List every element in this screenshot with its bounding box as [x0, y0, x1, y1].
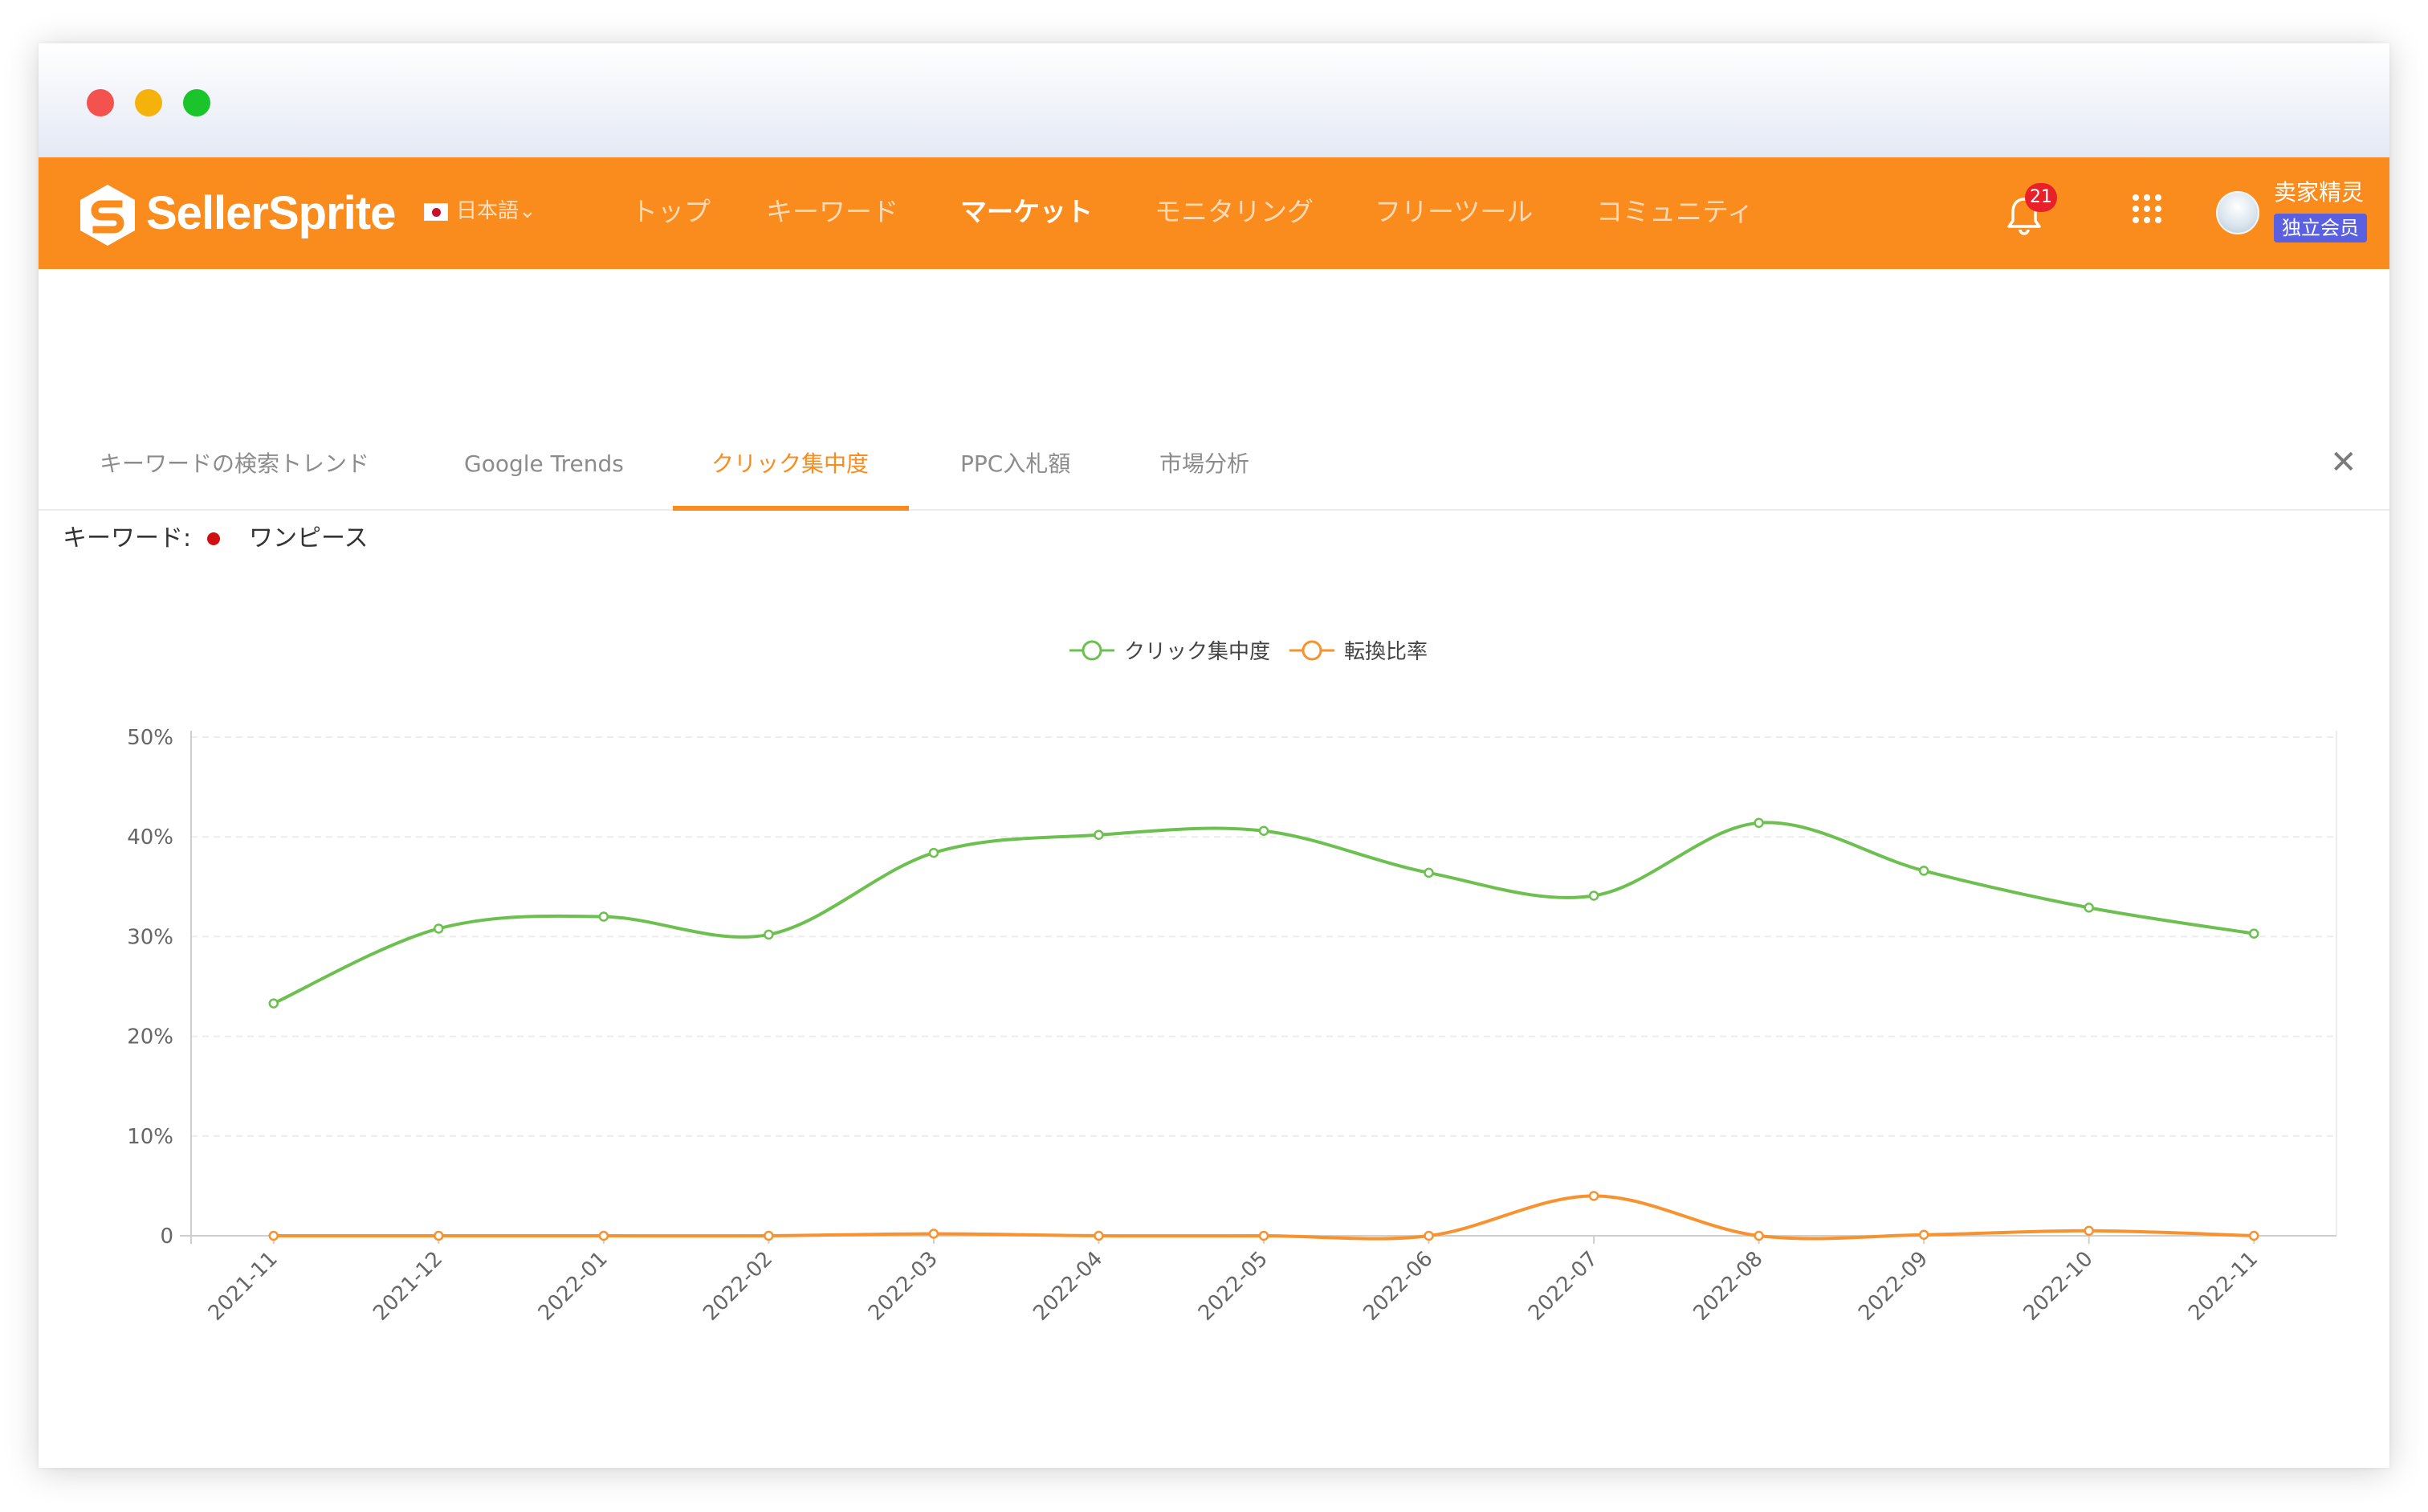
- data-point: [1424, 867, 1434, 878]
- member-badge: 独立会员: [2274, 214, 2367, 242]
- x-tick-label: 2022-09: [1854, 1247, 1933, 1326]
- minimize-window-button[interactable]: [135, 89, 162, 116]
- top-navbar: SellerSprite 日本語⌄ トップ キーワード マーケット モニタリング…: [39, 157, 2389, 269]
- japan-flag-icon: [424, 203, 448, 221]
- apps-grid-icon[interactable]: [2133, 194, 2161, 223]
- analysis-tabs: キーワードの検索トレンド Google Trends クリック集中度 PPC入札…: [39, 393, 2389, 511]
- x-tick-label: 2022-10: [2019, 1247, 2098, 1326]
- x-tick-label: 2022-02: [699, 1247, 777, 1326]
- legend-marker-0: [1082, 640, 1102, 661]
- data-point: [1754, 1230, 1764, 1241]
- x-tick-label: 2022-01: [534, 1247, 613, 1326]
- data-point: [764, 1230, 774, 1241]
- nav-item-market[interactable]: マーケット: [960, 196, 1093, 227]
- y-tick-label: 20%: [127, 1025, 173, 1049]
- y-tick-label: 40%: [127, 825, 173, 850]
- nav-item-free-tools[interactable]: フリーツール: [1375, 196, 1534, 227]
- language-selector[interactable]: 日本語⌄: [456, 199, 536, 223]
- y-tick-label: 0: [160, 1225, 173, 1249]
- tab-ppc-bid[interactable]: PPC入札額: [960, 450, 1071, 477]
- avatar[interactable]: [2216, 191, 2259, 234]
- tab-search-trend[interactable]: キーワードの検索トレンド: [100, 450, 370, 477]
- x-tick-label: 2022-11: [2184, 1247, 2263, 1326]
- window-titlebar: [39, 43, 2389, 157]
- active-tab-indicator: [673, 506, 909, 511]
- x-tick-label: 2022-04: [1029, 1247, 1107, 1326]
- keyword-label: キーワード:: [63, 524, 192, 552]
- close-panel-button[interactable]: ✕: [2330, 444, 2357, 481]
- data-point: [1588, 890, 1599, 901]
- legend-label-0: クリック集中度: [1124, 640, 1270, 664]
- x-tick-label: 2022-06: [1359, 1247, 1437, 1326]
- data-point: [2084, 903, 2094, 913]
- data-point: [1754, 817, 1764, 829]
- data-point: [928, 847, 939, 858]
- data-point: [1424, 1230, 1434, 1241]
- data-point: [1918, 866, 1929, 876]
- nav-item-monitoring[interactable]: モニタリング: [1155, 196, 1314, 227]
- nav-item-top[interactable]: トップ: [631, 196, 711, 227]
- data-point: [764, 929, 774, 940]
- x-tick-label: 2021-12: [369, 1247, 447, 1326]
- data-point: [268, 998, 279, 1009]
- x-tick-label: 2022-03: [864, 1247, 943, 1326]
- y-tick-label: 10%: [127, 1125, 173, 1149]
- brand-name[interactable]: SellerSprite: [146, 187, 396, 239]
- sellersprite-logo-icon[interactable]: [75, 183, 140, 247]
- legend-label-1: 転換比率: [1344, 640, 1428, 664]
- tab-click-concentration[interactable]: クリック集中度: [711, 450, 870, 477]
- data-point: [928, 1229, 939, 1239]
- close-window-button[interactable]: [87, 89, 114, 116]
- keyword-color-dot: [207, 532, 220, 545]
- x-tick-label: 2022-08: [1689, 1247, 1768, 1326]
- data-point: [2248, 1230, 2259, 1241]
- data-point: [598, 911, 609, 922]
- browser-window: SellerSprite 日本語⌄ トップ キーワード マーケット モニタリング…: [39, 43, 2389, 1468]
- tab-google-trends[interactable]: Google Trends: [464, 450, 624, 477]
- data-point: [2248, 928, 2259, 939]
- maximize-window-button[interactable]: [183, 89, 210, 116]
- x-tick-label: 2022-07: [1524, 1247, 1603, 1326]
- x-tick-label: 2022-05: [1194, 1247, 1273, 1326]
- nav-item-community[interactable]: コミュニティ: [1596, 196, 1754, 227]
- y-tick-label: 30%: [127, 925, 173, 949]
- data-point: [1258, 825, 1269, 836]
- data-point: [434, 923, 444, 934]
- y-tick-label: 50%: [127, 726, 173, 750]
- click-concentration-chart: 0 10% 20% 30% 40% 50% 2021-11 2021-12 2022-01 202…: [127, 640, 2337, 1326]
- user-name[interactable]: 卖家精灵: [2274, 179, 2365, 206]
- data-point: [268, 1230, 279, 1241]
- nav-item-keyword[interactable]: キーワード: [766, 196, 898, 227]
- data-point: [434, 1230, 444, 1241]
- tab-market-analysis[interactable]: 市場分析: [1159, 450, 1250, 477]
- data-point: [598, 1230, 609, 1241]
- data-point: [1918, 1229, 1929, 1241]
- data-point: [2084, 1225, 2094, 1237]
- keyword-value: ワンピース: [249, 524, 369, 552]
- data-point: [1588, 1191, 1599, 1201]
- data-point: [1094, 829, 1104, 840]
- legend-marker-1: [1302, 640, 1322, 661]
- data-point: [1258, 1230, 1269, 1241]
- notification-badge: 21: [2025, 183, 2057, 212]
- data-point: [1094, 1230, 1104, 1241]
- series-line-0: [272, 821, 2255, 1005]
- x-tick-label: 2021-11: [204, 1247, 283, 1326]
